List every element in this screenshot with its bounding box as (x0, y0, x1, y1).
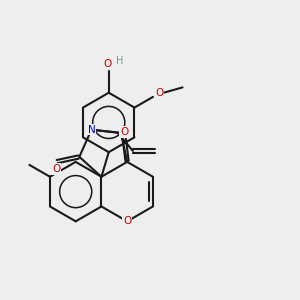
Text: O: O (120, 127, 128, 137)
Text: O: O (103, 59, 112, 69)
Text: O: O (123, 216, 131, 226)
Text: O: O (52, 164, 60, 174)
Text: O: O (155, 88, 164, 98)
Text: N: N (88, 125, 95, 135)
Text: H: H (116, 56, 123, 66)
